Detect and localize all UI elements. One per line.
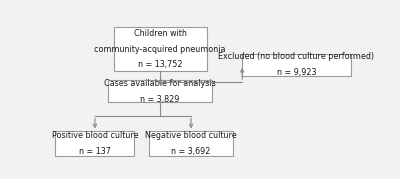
Text: n = 3,692: n = 3,692	[171, 147, 211, 156]
Text: Positive blood culture: Positive blood culture	[52, 131, 138, 140]
Text: Excluded (no blood culture performed): Excluded (no blood culture performed)	[218, 52, 374, 61]
FancyBboxPatch shape	[149, 131, 233, 156]
FancyBboxPatch shape	[108, 80, 212, 102]
Text: Children with: Children with	[134, 29, 186, 38]
Text: n = 13,752: n = 13,752	[138, 60, 182, 69]
Text: n = 9,923: n = 9,923	[277, 68, 316, 77]
Text: Cases available for analysis: Cases available for analysis	[104, 79, 216, 88]
Text: n = 3,829: n = 3,829	[140, 95, 180, 103]
Text: n = 137: n = 137	[79, 147, 111, 156]
FancyBboxPatch shape	[114, 27, 206, 71]
FancyBboxPatch shape	[242, 54, 351, 76]
Text: community-acquired pneumonia: community-acquired pneumonia	[94, 45, 226, 54]
Text: Negative blood culture: Negative blood culture	[145, 131, 237, 140]
FancyBboxPatch shape	[56, 131, 134, 156]
